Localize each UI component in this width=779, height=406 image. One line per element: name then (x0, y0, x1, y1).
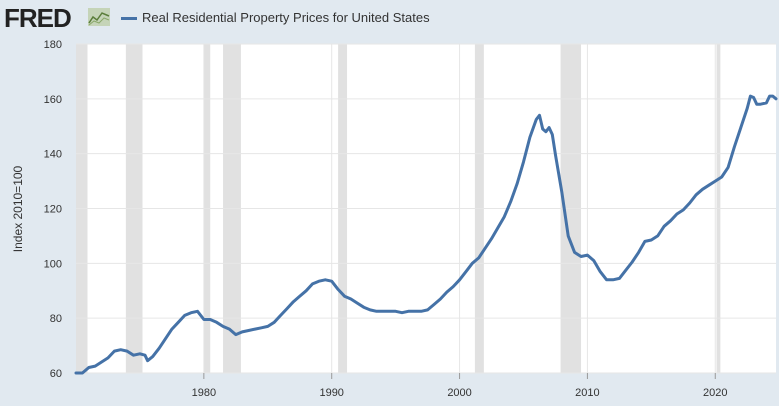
legend-swatch (121, 17, 137, 20)
chart-line-icon (88, 8, 110, 26)
y-axis-ticks: 60 80 100 120 140 160 180 (44, 39, 62, 380)
series-line (74, 94, 778, 375)
y-tick-label: 100 (44, 258, 62, 270)
y-tick-label: 160 (44, 94, 62, 106)
x-tick-label: 2010 (575, 387, 599, 399)
chart-header: FRED Real Residential Property Prices fo… (0, 0, 779, 38)
y-axis-title: Index 2010=100 (11, 165, 25, 252)
x-tick-label: 2020 (703, 387, 727, 399)
series-line-0[interactable] (74, 94, 778, 375)
fred-logo[interactable]: FRED (4, 3, 72, 33)
x-tick-label: 1980 (192, 387, 216, 399)
y-tick-label: 140 (44, 149, 62, 161)
y-tick-label: 80 (50, 313, 62, 325)
y-tick-label: 180 (44, 39, 62, 51)
x-axis-ticks: 1980 1990 2000 2010 2020 (192, 373, 728, 399)
y-tick-label: 120 (44, 204, 62, 216)
x-tick-label: 2000 (447, 387, 471, 399)
y-tick-label: 60 (50, 368, 62, 380)
legend-label[interactable]: Real Residential Property Prices for Uni… (142, 10, 430, 25)
x-tick-label: 1990 (319, 387, 343, 399)
